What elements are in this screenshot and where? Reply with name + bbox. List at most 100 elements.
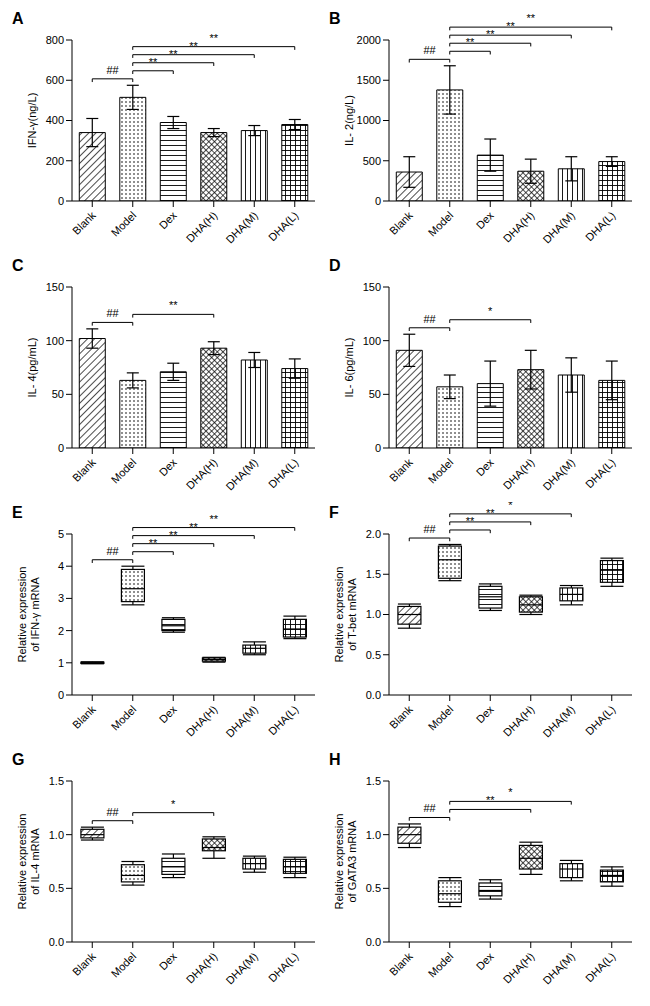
- svg-text:0: 0: [58, 195, 64, 207]
- svg-text:*: *: [508, 786, 513, 798]
- svg-text:Dex: Dex: [157, 703, 180, 726]
- svg-text:0.0: 0.0: [366, 936, 381, 948]
- svg-text:DHA(H): DHA(H): [501, 209, 537, 245]
- svg-text:**: **: [169, 529, 178, 541]
- svg-text:**: **: [169, 48, 178, 60]
- svg-text:Dex: Dex: [474, 456, 497, 479]
- svg-text:500: 500: [363, 155, 381, 167]
- svg-text:1.0: 1.0: [366, 829, 381, 841]
- svg-text:DHA(H): DHA(H): [184, 950, 220, 986]
- svg-text:100: 100: [46, 335, 64, 347]
- svg-text:##: ##: [423, 44, 436, 56]
- svg-text:DHA(L): DHA(L): [583, 703, 617, 737]
- svg-text:1: 1: [58, 657, 64, 669]
- svg-text:DHA(M): DHA(M): [540, 456, 577, 493]
- svg-text:Blank: Blank: [387, 209, 415, 237]
- svg-text:600: 600: [46, 74, 64, 86]
- svg-text:Blank: Blank: [387, 950, 415, 978]
- svg-text:0: 0: [58, 442, 64, 454]
- svg-text:Dex: Dex: [157, 950, 180, 973]
- svg-text:Model: Model: [109, 950, 139, 980]
- svg-text:400: 400: [46, 114, 64, 126]
- svg-text:DHA(L): DHA(L): [266, 456, 300, 490]
- svg-text:IFN-γ(ng/L): IFN-γ(ng/L): [26, 93, 38, 149]
- svg-text:100: 100: [363, 335, 381, 347]
- svg-text:3: 3: [58, 592, 64, 604]
- svg-text:Dex: Dex: [157, 456, 180, 479]
- svg-text:Model: Model: [109, 703, 139, 733]
- svg-text:**: **: [189, 521, 198, 533]
- svg-text:0.0: 0.0: [366, 689, 381, 701]
- svg-text:**: **: [209, 513, 218, 525]
- svg-text:Blank: Blank: [70, 456, 98, 484]
- svg-text:Dex: Dex: [474, 950, 497, 973]
- svg-text:**: **: [149, 537, 158, 549]
- svg-text:##: ##: [423, 523, 436, 535]
- svg-text:**: **: [486, 507, 495, 519]
- svg-text:DHA(M): DHA(M): [223, 950, 260, 987]
- svg-text:2.0: 2.0: [366, 528, 381, 540]
- svg-text:5: 5: [58, 528, 64, 540]
- svg-text:DHA(L): DHA(L): [266, 950, 300, 984]
- svg-text:Model: Model: [426, 209, 456, 239]
- svg-text:2: 2: [58, 625, 64, 637]
- svg-text:DHA(L): DHA(L): [266, 209, 300, 243]
- svg-text:DHA(M): DHA(M): [223, 703, 260, 740]
- svg-text:DHA(H): DHA(H): [501, 950, 537, 986]
- svg-text:50: 50: [52, 388, 64, 400]
- svg-text:DHA(H): DHA(H): [184, 703, 220, 739]
- svg-text:DHA(H): DHA(H): [501, 703, 537, 739]
- svg-text:##: ##: [106, 545, 119, 557]
- svg-text:Dex: Dex: [474, 209, 497, 232]
- svg-text:##: ##: [106, 64, 119, 76]
- svg-text:0: 0: [375, 442, 381, 454]
- svg-text:1500: 1500: [357, 74, 381, 86]
- svg-text:**: **: [526, 12, 535, 24]
- svg-text:##: ##: [423, 802, 436, 814]
- svg-text:IL- 2(ng/L): IL- 2(ng/L): [343, 95, 355, 146]
- svg-text:Blank: Blank: [70, 950, 98, 978]
- svg-text:**: **: [189, 40, 198, 52]
- svg-text:0.5: 0.5: [49, 882, 64, 894]
- svg-text:Model: Model: [426, 456, 456, 486]
- svg-text:1000: 1000: [357, 114, 381, 126]
- svg-text:DHA(M): DHA(M): [540, 209, 577, 246]
- svg-text:DHA(H): DHA(H): [184, 209, 220, 245]
- svg-text:**: **: [506, 20, 515, 32]
- svg-text:IL- 4(pg/mL): IL- 4(pg/mL): [26, 338, 38, 398]
- svg-text:**: **: [486, 28, 495, 40]
- svg-text:*: *: [171, 798, 176, 810]
- svg-text:**: **: [466, 515, 475, 527]
- svg-text:DHA(L): DHA(L): [583, 950, 617, 984]
- svg-text:IL- 6(pg/mL): IL- 6(pg/mL): [343, 338, 355, 398]
- svg-text:DHA(M): DHA(M): [223, 209, 260, 246]
- svg-text:Blank: Blank: [70, 209, 98, 237]
- svg-text:0: 0: [375, 195, 381, 207]
- svg-text:1.5: 1.5: [366, 568, 381, 580]
- svg-text:2000: 2000: [357, 34, 381, 46]
- svg-text:Dex: Dex: [474, 703, 497, 726]
- svg-text:DHA(M): DHA(M): [223, 456, 260, 493]
- svg-text:Blank: Blank: [70, 703, 98, 731]
- svg-text:DHA(L): DHA(L): [266, 703, 300, 737]
- svg-text:200: 200: [46, 155, 64, 167]
- svg-text:##: ##: [423, 313, 436, 325]
- svg-text:4: 4: [58, 560, 64, 572]
- svg-text:800: 800: [46, 34, 64, 46]
- svg-text:Relative expressionof T-bet mR: Relative expressionof T-bet mRNA: [333, 567, 358, 663]
- svg-text:150: 150: [363, 281, 381, 293]
- svg-text:DHA(H): DHA(H): [184, 456, 220, 492]
- svg-text:50: 50: [369, 388, 381, 400]
- svg-text:DHA(L): DHA(L): [583, 456, 617, 490]
- svg-text:0: 0: [58, 689, 64, 701]
- svg-text:DHA(L): DHA(L): [583, 209, 617, 243]
- svg-text:DHA(H): DHA(H): [501, 456, 537, 492]
- svg-text:Dex: Dex: [157, 209, 180, 232]
- svg-text:Relative expressionof IFN-γ mR: Relative expressionof IFN-γ mRNA: [16, 567, 41, 663]
- svg-text:*: *: [508, 502, 513, 511]
- svg-text:1.5: 1.5: [49, 775, 64, 787]
- svg-text:0.0: 0.0: [49, 936, 64, 948]
- svg-text:DHA(M): DHA(M): [540, 703, 577, 740]
- svg-text:1.0: 1.0: [49, 829, 64, 841]
- svg-text:**: **: [209, 32, 218, 44]
